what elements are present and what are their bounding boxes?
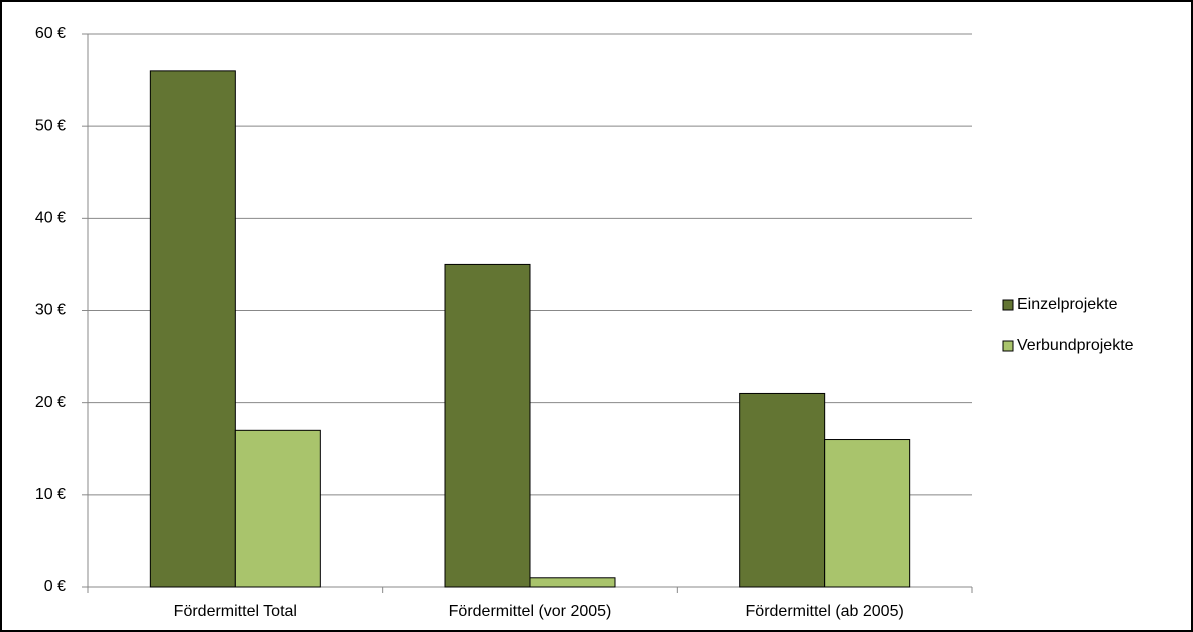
y-tick-label: 30 €	[35, 302, 66, 319]
y-tick-label: 60 €	[35, 25, 66, 42]
y-tick-label: 50 €	[35, 117, 66, 134]
bar	[739, 392, 826, 588]
legend-label: Verbundprojekte	[1017, 337, 1134, 354]
bar	[234, 429, 321, 588]
y-tick-label: 40 €	[35, 210, 66, 227]
legend-label: Einzelprojekte	[1017, 296, 1118, 313]
bar	[444, 263, 531, 588]
y-tick-label: 10 €	[35, 486, 66, 503]
legend-swatch	[1002, 340, 1014, 352]
x-tick-label: Fördermittel (ab 2005)	[746, 603, 904, 620]
y-tick-label: 20 €	[35, 394, 66, 411]
x-tick-label: Fördermittel Total	[174, 603, 297, 620]
x-tick-label: Fördermittel (vor 2005)	[449, 603, 612, 620]
bar	[824, 439, 911, 588]
y-tick-label: 0 €	[44, 578, 66, 595]
bar	[529, 577, 616, 588]
legend-swatch	[1002, 299, 1014, 311]
bar	[149, 70, 236, 588]
